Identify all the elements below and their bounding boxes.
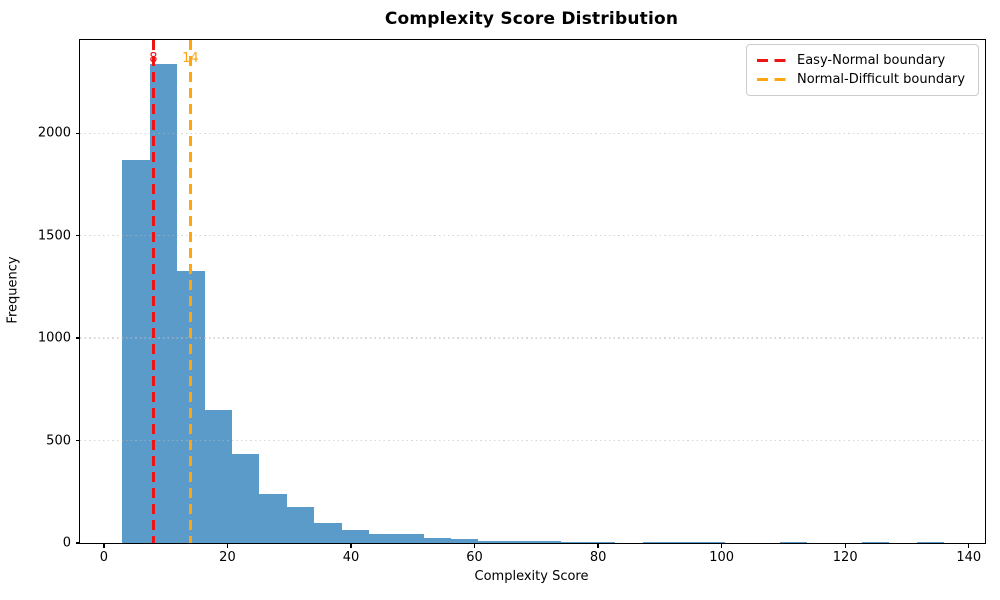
legend-item-normal-difficult: Normal-Difficult boundary xyxy=(757,70,968,89)
x-tick-label-100: 100 xyxy=(709,550,735,565)
legend-label: Easy-Normal boundary xyxy=(797,52,946,68)
x-tick-label-140: 140 xyxy=(956,550,982,565)
y-tick-0 xyxy=(75,542,80,544)
histogram-bar xyxy=(916,541,945,543)
chart-title: Complexity Score Distribution xyxy=(384,9,679,29)
x-tick-140 xyxy=(968,543,970,548)
x-tick-80 xyxy=(597,543,599,548)
x-tick-label-40: 40 xyxy=(342,550,360,565)
x-tick-label-80: 80 xyxy=(589,550,607,565)
vline-boundary-8 xyxy=(151,40,155,543)
histogram-bar xyxy=(861,541,890,543)
x-axis-label: Complexity Score xyxy=(474,569,589,584)
histogram-bar xyxy=(204,409,232,543)
y-tick-label-500: 500 xyxy=(46,433,71,449)
x-tick-label-120: 120 xyxy=(832,550,858,565)
x-tick-label-60: 60 xyxy=(466,550,483,565)
red-dashed-line-icon xyxy=(757,59,788,62)
histogram-bar xyxy=(697,541,725,543)
histogram-bar xyxy=(122,159,150,543)
histogram-bar xyxy=(779,541,808,543)
gridline-y-1000 xyxy=(80,337,985,339)
histogram-bar xyxy=(451,539,479,543)
histogram-bar xyxy=(588,541,616,543)
y-tick-label-2000: 2000 xyxy=(37,125,71,141)
y-tick-1000 xyxy=(75,337,80,339)
plot-area: Easy-Normal boundary Normal-Difficult bo… xyxy=(38,39,986,565)
legend-label: Normal-Difficult boundary xyxy=(797,71,966,87)
vline-annotation-8: 8 xyxy=(149,51,158,66)
histogram-bar xyxy=(231,453,260,543)
y-tick-2000 xyxy=(75,132,80,134)
x-tick-label-0: 0 xyxy=(99,550,109,565)
y-axis-label: Frequency xyxy=(5,256,21,324)
y-tick-1500 xyxy=(75,234,80,237)
x-tick-20 xyxy=(226,543,229,548)
histogram-bar xyxy=(423,537,452,543)
histogram-bar xyxy=(505,540,534,543)
gridline-y-1500 xyxy=(80,234,985,237)
x-tick-0 xyxy=(103,543,105,548)
histogram-bar xyxy=(642,541,671,543)
histogram-bar xyxy=(478,540,506,543)
x-tick-60 xyxy=(473,543,476,548)
y-tick-label-1000: 1000 xyxy=(37,330,71,346)
gridline-y-2000 xyxy=(80,132,985,134)
histogram-bar xyxy=(560,541,589,543)
vline-boundary-14 xyxy=(188,40,192,543)
vline-annotation-14: 14 xyxy=(182,51,199,66)
legend: Easy-Normal boundary Normal-Difficult bo… xyxy=(746,44,979,96)
y-tick-label-1500: 1500 xyxy=(37,228,71,244)
histogram-bar xyxy=(341,529,369,543)
y-tick-500 xyxy=(75,439,80,442)
histogram-bar xyxy=(670,541,698,543)
x-tick-40 xyxy=(350,543,352,548)
histogram-bar xyxy=(396,533,424,543)
y-tick-label-0: 0 xyxy=(62,535,71,551)
histogram-bar xyxy=(368,533,397,543)
x-tick-120 xyxy=(844,543,846,548)
histogram-bar xyxy=(533,541,561,543)
x-tick-label-20: 20 xyxy=(219,550,236,565)
orange-dashed-line-icon xyxy=(757,78,788,81)
histogram-bar xyxy=(259,493,287,543)
histogram-bar xyxy=(314,523,342,543)
gridline-y-500 xyxy=(80,439,985,442)
legend-item-easy-normal: Easy-Normal boundary xyxy=(757,51,968,70)
x-tick-100 xyxy=(720,543,723,548)
histogram-bar xyxy=(286,506,315,543)
